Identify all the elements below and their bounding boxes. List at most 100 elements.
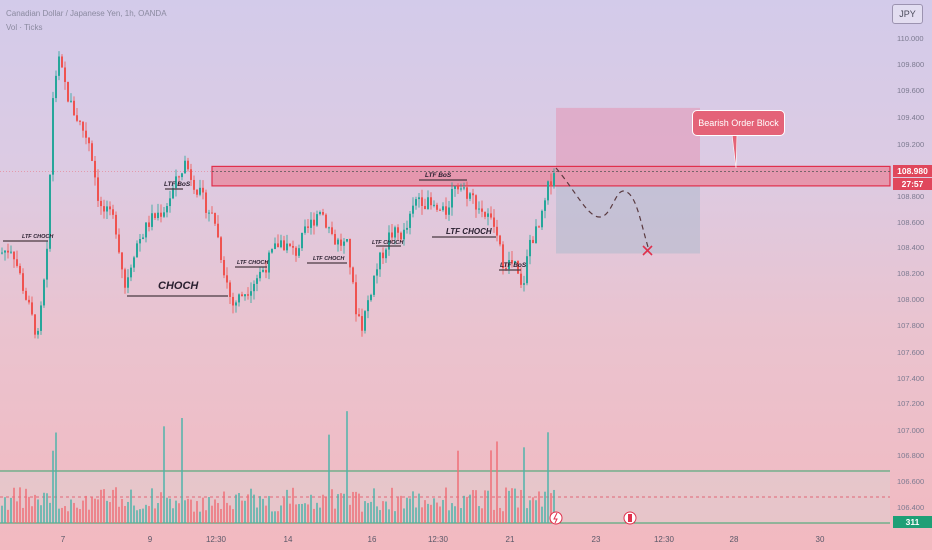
candle-body (244, 294, 246, 297)
volume-bar (457, 450, 459, 523)
volume-bar (508, 490, 510, 523)
volume-bar (244, 500, 246, 523)
current-price-tag: 108.980 (893, 165, 932, 177)
candle-body (235, 302, 237, 306)
target-x-marker (642, 245, 653, 256)
ltf-choch-label: LTF CHOCH (237, 260, 269, 266)
candle-body (508, 260, 510, 270)
volume-bar (322, 494, 324, 523)
volume-bar (331, 489, 333, 523)
volume-bar (70, 499, 72, 523)
candle-body (67, 81, 69, 102)
volume-bar (196, 501, 198, 523)
volume-bar (91, 496, 93, 523)
candle-body (16, 259, 18, 266)
volume-bar (541, 506, 543, 523)
x-axis-tick-label: 9 (148, 535, 153, 544)
volume-bar (313, 508, 315, 523)
candle-body (460, 188, 462, 190)
volume-bar (394, 511, 396, 523)
candle-body (52, 98, 54, 175)
candle-body (382, 252, 384, 259)
volume-bar (226, 502, 228, 523)
volume-bar (520, 489, 522, 523)
volume-bar (337, 494, 339, 523)
volume-bar (145, 504, 147, 523)
candle-body (106, 206, 108, 212)
candle-body (22, 273, 24, 291)
y-axis-tick-label: 106.800 (897, 451, 924, 460)
candle-body (379, 252, 381, 270)
volume-bar (175, 500, 177, 523)
volume-bar (37, 499, 39, 523)
volume-bar (118, 506, 120, 523)
volume-bar (235, 494, 237, 523)
volume-bar (214, 499, 216, 523)
volume-bar (523, 447, 525, 523)
volume-bar (115, 487, 117, 523)
candle-body (394, 227, 396, 238)
candle-body (262, 269, 264, 272)
volume-bar (316, 502, 318, 523)
y-axis-tick-label: 107.400 (897, 374, 924, 383)
candle-body (286, 243, 288, 251)
volume-bar (85, 495, 87, 523)
volume-bar (400, 495, 402, 523)
candle-body (313, 219, 315, 226)
candle-body (241, 294, 243, 297)
candle-body (451, 188, 453, 208)
volume-bar (217, 503, 219, 523)
candle-body (172, 188, 174, 199)
volume-bar (328, 434, 330, 523)
volume-bar (52, 450, 54, 523)
volume-bar (220, 508, 222, 523)
x-axis-tick-label: 12:30 (428, 535, 449, 544)
candle-body (115, 214, 117, 235)
volume-bar (415, 507, 417, 523)
volume-bar (163, 426, 165, 523)
candle-body (58, 56, 60, 76)
candle-body (19, 265, 21, 274)
candle-body (154, 213, 156, 219)
volume-bar (334, 508, 336, 523)
candle-body (91, 143, 93, 161)
volume-bar (28, 496, 30, 523)
volume-bar (148, 506, 150, 523)
volume-bar (229, 505, 231, 523)
volume-bar (178, 503, 180, 523)
volume-bar (274, 511, 276, 523)
volume-bar (22, 507, 24, 523)
currency-unit-button[interactable]: JPY (892, 4, 923, 24)
candle-body (499, 235, 501, 245)
volume-bar (160, 492, 162, 523)
lightning-icon (553, 512, 558, 524)
choch-label: CHOCH (158, 280, 199, 292)
candle-body (331, 227, 333, 234)
candle-body (553, 173, 555, 187)
candle-body (133, 257, 135, 268)
candle-body (271, 249, 273, 253)
volume-bar (157, 503, 159, 523)
volume-bar (418, 493, 420, 523)
volume-bar (466, 496, 468, 523)
candle-body (64, 67, 66, 82)
candle-body (445, 206, 447, 215)
volume-bar (430, 504, 432, 523)
volume-bar (487, 490, 489, 523)
candle-body (184, 160, 186, 174)
volume-bar (469, 494, 471, 523)
candle-body (322, 212, 324, 215)
volume-bar (40, 505, 42, 523)
volume-bar (451, 503, 453, 523)
candle-body (109, 206, 111, 210)
volume-bar (1, 505, 3, 523)
candle-body (10, 251, 12, 253)
volume-bar (493, 509, 495, 523)
candle-body (190, 169, 192, 180)
candle-body (175, 176, 177, 189)
candle-body (232, 296, 234, 306)
candle-body (145, 222, 147, 238)
candle-body (304, 226, 306, 233)
candle-body (205, 192, 207, 213)
